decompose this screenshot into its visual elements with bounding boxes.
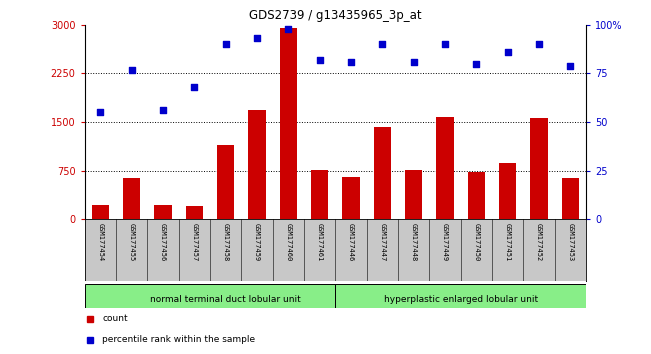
Text: GSM177448: GSM177448 bbox=[411, 223, 417, 261]
Bar bbox=[405, 170, 422, 219]
Text: GSM177450: GSM177450 bbox=[473, 223, 479, 261]
FancyBboxPatch shape bbox=[335, 284, 586, 315]
Point bbox=[221, 41, 231, 47]
Text: GSM177446: GSM177446 bbox=[348, 223, 354, 261]
Point bbox=[503, 49, 513, 55]
Bar bbox=[311, 170, 328, 219]
Text: GSM177454: GSM177454 bbox=[97, 223, 104, 261]
Point bbox=[439, 41, 450, 47]
Bar bbox=[531, 118, 547, 219]
Text: GSM177456: GSM177456 bbox=[160, 223, 166, 261]
Bar bbox=[342, 177, 359, 219]
Point bbox=[126, 67, 137, 72]
Text: GSM177449: GSM177449 bbox=[442, 223, 448, 261]
Text: GSM177458: GSM177458 bbox=[223, 223, 229, 261]
Point bbox=[283, 26, 294, 32]
Point bbox=[565, 63, 575, 68]
Point bbox=[95, 110, 105, 115]
Text: GSM177452: GSM177452 bbox=[536, 223, 542, 261]
Point bbox=[377, 41, 387, 47]
Bar bbox=[280, 28, 297, 219]
Point bbox=[314, 57, 325, 63]
Bar bbox=[467, 172, 485, 219]
Bar bbox=[248, 110, 266, 219]
Bar bbox=[92, 205, 109, 219]
Point bbox=[252, 35, 262, 41]
Point bbox=[534, 41, 544, 47]
Text: GSM177447: GSM177447 bbox=[380, 223, 385, 261]
Bar bbox=[123, 178, 140, 219]
Text: GSM177453: GSM177453 bbox=[567, 223, 574, 261]
Text: GSM177459: GSM177459 bbox=[254, 223, 260, 261]
Text: normal terminal duct lobular unit: normal terminal duct lobular unit bbox=[150, 295, 301, 304]
Text: GSM177457: GSM177457 bbox=[191, 223, 197, 261]
Point bbox=[158, 108, 168, 113]
Bar bbox=[186, 206, 203, 219]
Text: GSM177461: GSM177461 bbox=[316, 223, 323, 261]
Bar bbox=[217, 145, 234, 219]
Text: hyperplastic enlarged lobular unit: hyperplastic enlarged lobular unit bbox=[383, 295, 538, 304]
Text: count: count bbox=[102, 314, 128, 323]
Point bbox=[471, 61, 482, 67]
Text: GSM177455: GSM177455 bbox=[129, 223, 135, 261]
Title: GDS2739 / g13435965_3p_at: GDS2739 / g13435965_3p_at bbox=[249, 9, 422, 22]
Bar bbox=[374, 127, 391, 219]
Bar bbox=[436, 117, 454, 219]
Text: percentile rank within the sample: percentile rank within the sample bbox=[102, 335, 255, 344]
FancyBboxPatch shape bbox=[85, 284, 335, 315]
Point bbox=[408, 59, 419, 64]
Point bbox=[346, 59, 356, 64]
Text: GSM177451: GSM177451 bbox=[505, 223, 510, 261]
Point bbox=[189, 84, 199, 90]
Bar bbox=[154, 205, 172, 219]
Text: GSM177460: GSM177460 bbox=[285, 223, 291, 261]
Bar bbox=[499, 163, 516, 219]
Bar bbox=[562, 178, 579, 219]
